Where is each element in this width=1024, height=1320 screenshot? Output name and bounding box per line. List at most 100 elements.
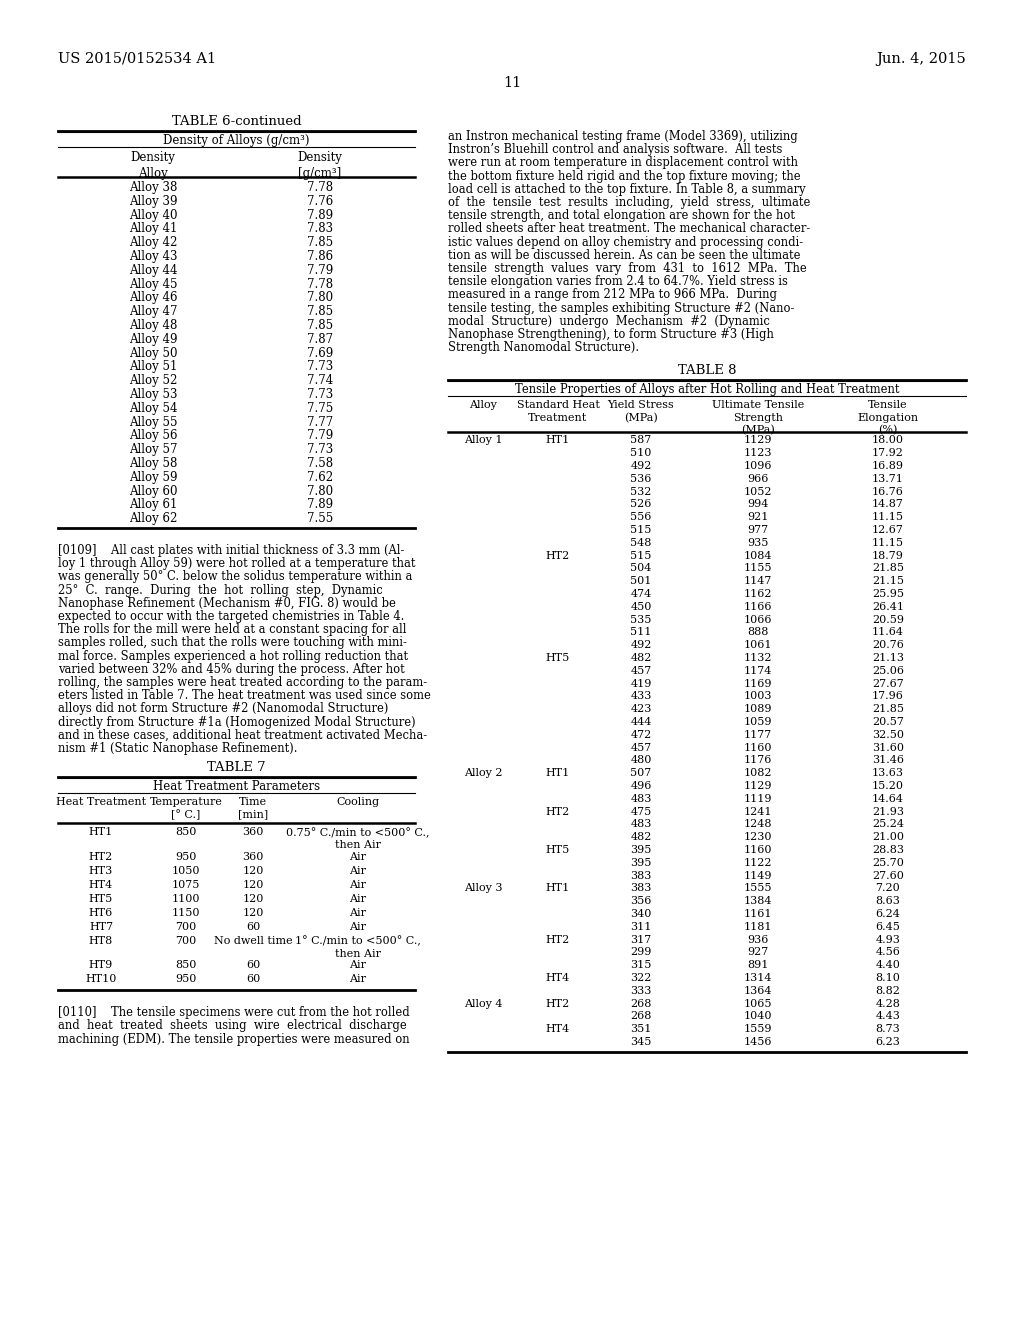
Text: 268: 268 [631, 1011, 651, 1022]
Text: 8.73: 8.73 [876, 1024, 900, 1034]
Text: Alloy 1: Alloy 1 [464, 436, 502, 445]
Text: tensile elongation varies from 2.4 to 64.7%. Yield stress is: tensile elongation varies from 2.4 to 64… [449, 275, 787, 288]
Text: Alloy 60: Alloy 60 [129, 484, 177, 498]
Text: Density
Alloy: Density Alloy [131, 150, 175, 180]
Text: 496: 496 [631, 781, 651, 791]
Text: 25.24: 25.24 [872, 820, 904, 829]
Text: Alloy 42: Alloy 42 [129, 236, 177, 249]
Text: samples rolled, such that the rolls were touching with mini-: samples rolled, such that the rolls were… [58, 636, 407, 649]
Text: No dwell time: No dwell time [214, 936, 292, 945]
Text: 700: 700 [175, 921, 197, 932]
Text: 1177: 1177 [743, 730, 772, 739]
Text: 556: 556 [631, 512, 651, 523]
Text: 1° C./min to <500° C.,
then Air: 1° C./min to <500° C., then Air [295, 936, 421, 958]
Text: 1119: 1119 [743, 793, 772, 804]
Text: 1241: 1241 [743, 807, 772, 817]
Text: 1364: 1364 [743, 986, 772, 995]
Text: Alloy 59: Alloy 59 [129, 471, 177, 484]
Text: 16.76: 16.76 [872, 487, 904, 496]
Text: Air: Air [349, 921, 367, 932]
Text: 6.23: 6.23 [876, 1038, 900, 1047]
Text: 1149: 1149 [743, 871, 772, 880]
Text: alloys did not form Structure #2 (Nanomodal Structure): alloys did not form Structure #2 (Nanomo… [58, 702, 388, 715]
Text: 322: 322 [631, 973, 651, 983]
Text: 423: 423 [631, 704, 651, 714]
Text: 356: 356 [631, 896, 651, 907]
Text: 6.24: 6.24 [876, 909, 900, 919]
Text: 268: 268 [631, 999, 651, 1008]
Text: 345: 345 [631, 1038, 651, 1047]
Text: 850: 850 [175, 828, 197, 837]
Text: 1003: 1003 [743, 692, 772, 701]
Text: 1061: 1061 [743, 640, 772, 651]
Text: Alloy 51: Alloy 51 [129, 360, 177, 374]
Text: and in these cases, additional heat treatment activated Mecha-: and in these cases, additional heat trea… [58, 729, 427, 742]
Text: 60: 60 [246, 960, 260, 970]
Text: load cell is attached to the top fixture. In Table 8, a summary: load cell is attached to the top fixture… [449, 182, 806, 195]
Text: rolled sheets after heat treatment. The mechanical character-: rolled sheets after heat treatment. The … [449, 222, 810, 235]
Text: HT1: HT1 [546, 768, 570, 779]
Text: 1059: 1059 [743, 717, 772, 727]
Text: 395: 395 [631, 845, 651, 855]
Text: Density
[g/cm³]: Density [g/cm³] [298, 150, 342, 180]
Text: rolling, the samples were heat treated according to the param-: rolling, the samples were heat treated a… [58, 676, 427, 689]
Text: Alloy 58: Alloy 58 [129, 457, 177, 470]
Text: 4.43: 4.43 [876, 1011, 900, 1022]
Text: Air: Air [349, 908, 367, 917]
Text: HT2: HT2 [89, 851, 113, 862]
Text: 510: 510 [631, 449, 651, 458]
Text: 7.85: 7.85 [307, 305, 333, 318]
Text: 4.56: 4.56 [876, 948, 900, 957]
Text: 31.60: 31.60 [872, 743, 904, 752]
Text: 433: 433 [631, 692, 651, 701]
Text: 317: 317 [631, 935, 651, 945]
Text: was generally 50° C. below the solidus temperature within a: was generally 50° C. below the solidus t… [58, 570, 413, 583]
Text: 472: 472 [631, 730, 651, 739]
Text: 950: 950 [175, 974, 197, 985]
Text: 383: 383 [631, 883, 651, 894]
Text: Alloy 47: Alloy 47 [129, 305, 177, 318]
Text: HT1: HT1 [546, 436, 570, 445]
Text: and  heat  treated  sheets  using  wire  electrical  discharge: and heat treated sheets using wire elect… [58, 1019, 407, 1032]
Text: Strength Nanomodal Structure).: Strength Nanomodal Structure). [449, 341, 639, 354]
Text: 8.10: 8.10 [876, 973, 900, 983]
Text: an Instron mechanical testing frame (Model 3369), utilizing: an Instron mechanical testing frame (Mod… [449, 129, 798, 143]
Text: 25.70: 25.70 [872, 858, 904, 867]
Text: HT7: HT7 [89, 921, 113, 932]
Text: 1040: 1040 [743, 1011, 772, 1022]
Text: 11: 11 [503, 77, 521, 90]
Text: 7.58: 7.58 [307, 457, 333, 470]
Text: HT5: HT5 [89, 894, 113, 904]
Text: machining (EDM). The tensile properties were measured on: machining (EDM). The tensile properties … [58, 1032, 410, 1045]
Text: HT9: HT9 [89, 960, 113, 970]
Text: [0110]    The tensile specimens were cut from the hot rolled: [0110] The tensile specimens were cut fr… [58, 1006, 410, 1019]
Text: 7.55: 7.55 [307, 512, 333, 525]
Text: 1169: 1169 [743, 678, 772, 689]
Text: 536: 536 [631, 474, 651, 484]
Text: 1230: 1230 [743, 832, 772, 842]
Text: 474: 474 [631, 589, 651, 599]
Text: Heat Treatment: Heat Treatment [56, 797, 146, 808]
Text: 1065: 1065 [743, 999, 772, 1008]
Text: 0.75° C./min to <500° C.,
then Air: 0.75° C./min to <500° C., then Air [287, 828, 430, 850]
Text: Air: Air [349, 866, 367, 875]
Text: 31.46: 31.46 [872, 755, 904, 766]
Text: tion as will be discussed herein. As can be seen the ultimate: tion as will be discussed herein. As can… [449, 248, 801, 261]
Text: 315: 315 [631, 960, 651, 970]
Text: Instron’s Bluehill control and analysis software.  All tests: Instron’s Bluehill control and analysis … [449, 143, 782, 156]
Text: Alloy 2: Alloy 2 [464, 768, 502, 779]
Text: Air: Air [349, 960, 367, 970]
Text: tensile  strength  values  vary  from  431  to  1612  MPa.  The: tensile strength values vary from 431 to… [449, 261, 807, 275]
Text: Alloy 62: Alloy 62 [129, 512, 177, 525]
Text: 1162: 1162 [743, 589, 772, 599]
Text: mal force. Samples experienced a hot rolling reduction that: mal force. Samples experienced a hot rol… [58, 649, 409, 663]
Text: HT6: HT6 [89, 908, 113, 917]
Text: HT5: HT5 [546, 653, 570, 663]
Text: Alloy 56: Alloy 56 [129, 429, 177, 442]
Text: 950: 950 [175, 851, 197, 862]
Text: 7.20: 7.20 [876, 883, 900, 894]
Text: 7.86: 7.86 [307, 249, 333, 263]
Text: 1089: 1089 [743, 704, 772, 714]
Text: 935: 935 [748, 537, 769, 548]
Text: 7.80: 7.80 [307, 484, 333, 498]
